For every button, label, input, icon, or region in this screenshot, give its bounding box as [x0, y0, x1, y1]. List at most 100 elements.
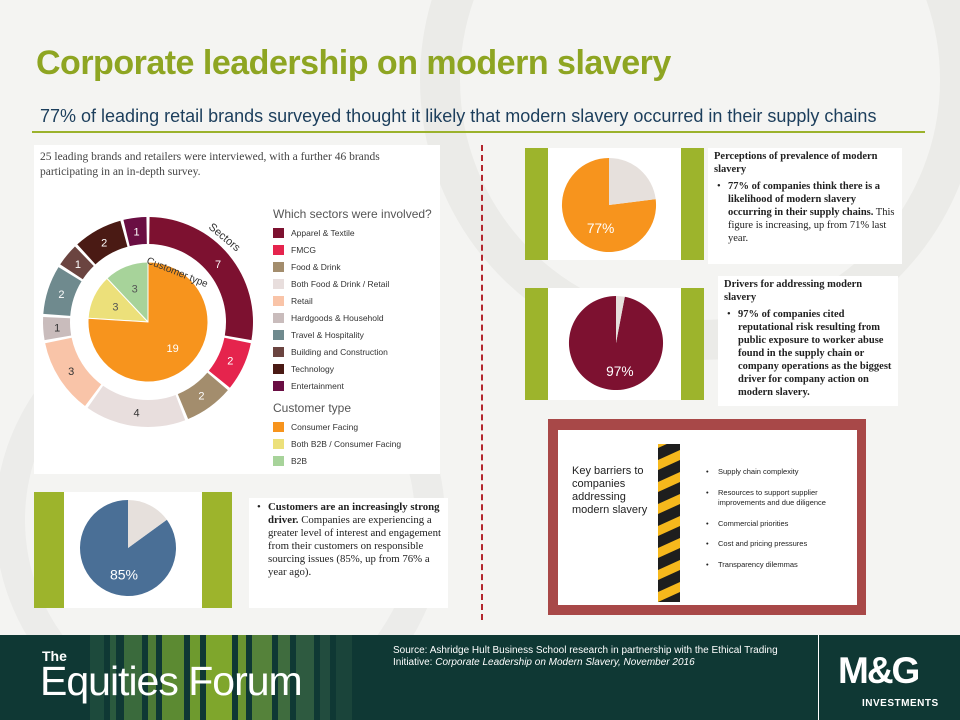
customer-type-legend-title: Customer type	[273, 401, 352, 415]
barrier-item: Resources to support supplier improvemen…	[706, 488, 856, 508]
sectors-legend-title: Which sectors were involved?	[273, 207, 432, 221]
customer-slice-value: 3	[112, 302, 118, 314]
donut-segment-retail	[45, 337, 102, 407]
mg-logo: M&G	[838, 650, 920, 691]
pie-value-label: 77%	[587, 221, 614, 236]
donut-segment-both-food-drink-retail	[87, 385, 186, 427]
donut-segment-value: 4	[134, 407, 140, 419]
legend-swatch	[273, 245, 284, 255]
footer-stripes	[90, 635, 352, 720]
drivers-heading: Drivers for addressing modern slavery	[724, 279, 863, 303]
legend-item: Apparel & Textile	[273, 227, 355, 239]
accent-bar	[525, 148, 548, 260]
barrier-item: Commercial priorities	[706, 519, 856, 529]
slide-title: Corporate leadership on modern slavery	[36, 44, 671, 82]
accent-bar	[202, 492, 232, 608]
donut-segment-apparel-textile	[149, 217, 254, 341]
logo-box	[818, 635, 960, 720]
donut-segment-building-and-construction	[60, 246, 94, 280]
legend-label: Entertainment	[291, 381, 344, 391]
donut-segment-value: 2	[227, 356, 233, 368]
legend-item: Retail	[273, 295, 313, 307]
donut-segment-food-drink	[177, 372, 228, 420]
legend-item: FMCG	[273, 244, 316, 256]
legend-item: Entertainment	[273, 380, 344, 392]
barrier-item: Transparency dilemmas	[706, 560, 856, 570]
perceptions-rest: This figure is increasing, up from 71% l…	[728, 207, 895, 244]
perceptions-bold: 77% of companies think there is a likeli…	[728, 181, 881, 218]
pie-chart-77: 77%	[561, 157, 657, 253]
donut-segment-value: 7	[215, 259, 221, 271]
legend-swatch	[273, 313, 284, 323]
drivers-textbox: Drivers for addressing modern slavery 97…	[718, 276, 898, 406]
donut-segment-value: 1	[134, 227, 140, 239]
legend-label: Retail	[291, 296, 313, 306]
donut-segment-hardgoods-household	[42, 316, 72, 341]
legend-label: Hardgoods & Household	[291, 313, 384, 323]
legend-swatch	[273, 422, 284, 432]
donut-segment-technology	[77, 220, 128, 265]
donut-segment-entertainment	[123, 217, 147, 247]
donut-segment-travel-hospitality	[43, 267, 82, 316]
accent-bar	[681, 148, 704, 260]
pie-chart-97: 97%	[568, 295, 664, 391]
legend-item: Both Food & Drink / Retail	[273, 278, 389, 290]
slide-subtitle: 77% of leading retail brands surveyed th…	[40, 106, 877, 126]
pie-remainder-slice	[128, 500, 167, 548]
legend-item: Travel & Hospitality	[273, 329, 364, 341]
legend-item: Food & Drink	[273, 261, 341, 273]
barrier-item: Supply chain complexity	[706, 467, 856, 477]
legend-item: Both B2B / Consumer Facing	[273, 438, 401, 450]
pie-main-slice	[561, 157, 657, 253]
drivers-bullet: 97% of companies cited reputational risk…	[724, 308, 892, 399]
brand-the: The	[42, 648, 67, 664]
accent-bar	[525, 288, 548, 400]
drivers-bold: 97% of companies cited reputational risk…	[738, 309, 892, 398]
pie-remainder-slice	[609, 157, 656, 205]
mg-logo-sub: INVESTMENTS	[862, 698, 939, 709]
legend-item: Technology	[273, 363, 334, 375]
customer-slice-consumer-facing	[87, 261, 209, 383]
barriers-panel	[558, 430, 857, 605]
legend-label: Food & Drink	[291, 262, 341, 272]
legend-item: B2B	[273, 455, 307, 467]
brand-equities-forum: Equities Forum	[40, 658, 303, 704]
legend-swatch	[273, 381, 284, 391]
legend-item: Consumer Facing	[273, 421, 358, 433]
customers-bullet: Customers are an increasingly strong dri…	[254, 501, 443, 579]
customers-textbox: Customers are an increasingly strong dri…	[249, 498, 448, 608]
barrier-item: Cost and pricing pressures	[706, 539, 856, 549]
legend-swatch	[273, 296, 284, 306]
legend-label: Building and Construction	[291, 347, 388, 357]
legend-item: Hardgoods & Household	[273, 312, 384, 324]
legend-label: Both B2B / Consumer Facing	[291, 439, 402, 449]
legend-swatch	[273, 439, 284, 449]
legend-label: Technology	[291, 364, 335, 374]
pie-remainder-slice	[616, 295, 625, 343]
barriers-title: Key barriers to companies addressing mod…	[572, 465, 648, 516]
hazard-stripe-graphic	[658, 444, 680, 602]
legend-swatch	[273, 262, 284, 272]
legend-label: FMCG	[291, 245, 317, 255]
donut-segment-value: 2	[198, 391, 204, 403]
survey-intro-text: 25 leading brands and retailers were int…	[40, 151, 380, 178]
perceptions-textbox: Perceptions of prevalence of modern slav…	[708, 148, 902, 264]
donut-segment-value: 3	[68, 366, 74, 378]
legend-label: B2B	[291, 456, 308, 466]
legend-label: Both Food & Drink / Retail	[291, 279, 390, 289]
pie-value-label: 85%	[110, 567, 138, 583]
pie-chart-85: 85%	[80, 500, 176, 596]
donut-segment-value: 2	[58, 289, 64, 301]
legend-label: Consumer Facing	[291, 422, 359, 432]
donut-segment-value: 1	[75, 259, 81, 271]
legend-label: Travel & Hospitality	[291, 330, 364, 340]
legend-swatch	[273, 228, 284, 238]
perceptions-heading: Perceptions of prevalence of modern slav…	[714, 151, 878, 175]
legend-swatch	[273, 279, 284, 289]
source-citation: Source: Ashridge Hult Business School re…	[393, 645, 813, 669]
donut-segment-value: 2	[101, 237, 107, 249]
title-rule	[32, 131, 925, 133]
source-title: Corporate Leadership on Modern Slavery, …	[435, 657, 695, 668]
customers-bold: Customers are an increasingly strong dri…	[268, 501, 440, 526]
